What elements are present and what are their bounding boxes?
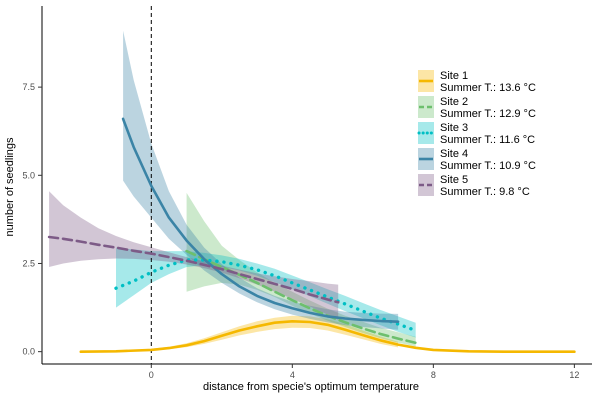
series-line-site-5	[47, 235, 340, 304]
y-tick-label: 2.5	[22, 258, 35, 268]
legend-label: Site 2	[440, 96, 468, 108]
axes: 0 4 8 12 0.0 2.5 5.0 7.5	[22, 6, 592, 380]
y-tick-label: 7.5	[22, 82, 35, 92]
x-tick-label: 0	[149, 370, 154, 380]
series-line-site-4	[121, 117, 400, 323]
series-lines	[47, 117, 576, 353]
legend-label: Site 4	[440, 148, 468, 160]
legend-label: Site 1	[440, 70, 468, 82]
x-tick-label: 8	[431, 370, 436, 380]
confidence-band-site-3	[116, 247, 416, 338]
y-tick-label: 5.0	[22, 170, 35, 180]
legend-label: Site 5	[440, 174, 468, 186]
legend-label: Summer T.: 12.9 °C	[440, 108, 536, 120]
legend-label: Summer T.: 10.9 °C	[440, 160, 536, 172]
legend-label: Site 3	[440, 122, 468, 134]
legend-key	[418, 96, 434, 118]
series-line-site-2	[185, 249, 417, 345]
legend-key	[418, 174, 434, 196]
x-tick-label: 4	[290, 370, 295, 380]
legend-label: Summer T.: 9.8 °C	[440, 186, 530, 198]
x-axis-ticks: 0 4 8 12	[149, 364, 579, 380]
y-axis-ticks: 0.0 2.5 5.0 7.5	[22, 82, 42, 357]
series-line-site-3	[114, 258, 418, 333]
confidence-band-site-1	[151, 315, 399, 351]
y-tick-label: 0.0	[22, 347, 35, 357]
legend-label: Summer T.: 13.6 °C	[440, 82, 536, 94]
x-tick-label: 12	[569, 370, 579, 380]
x-axis-title: distance from specie's optimum temperatu…	[203, 381, 419, 393]
y-axis-title: number of seedlings	[4, 137, 16, 237]
confidence-band-site-4	[123, 30, 399, 330]
legend-label: Summer T.: 11.6 °C	[440, 134, 535, 146]
series-line-site-1	[79, 320, 576, 353]
confidence-band-site-2	[186, 192, 416, 347]
